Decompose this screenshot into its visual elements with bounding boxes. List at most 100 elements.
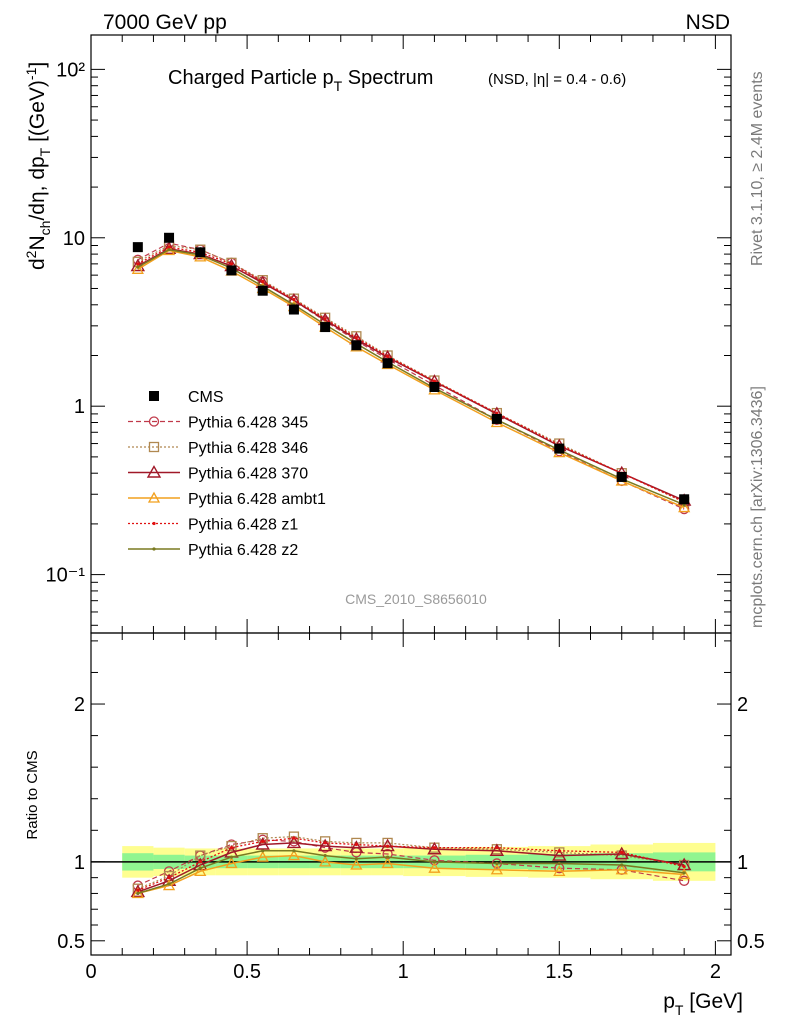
mcplots-label: mcplots.cern.ch [arXiv:1306.3436]: [749, 386, 766, 628]
ratio-point-pythia-6-428-z2: [261, 849, 265, 853]
ratio-point-pythia-6-428-370: [489, 843, 505, 857]
ratio-point-pythia-6-428-370: [349, 840, 364, 853]
ratio-point-pythia-6-428-345: [429, 855, 440, 866]
main-point-cms: [382, 358, 393, 369]
ratio-point-pythia-6-428-ambt1: [225, 857, 238, 869]
ratio-plot-ticks: 0.5 0.51 12 20 0.5 1 1.5 2: [57, 633, 765, 983]
legend-label-pythia-6-428-ambt1: Pythia 6.428 ambt1: [188, 491, 326, 508]
main-line-pythia-6-428-346: [137, 244, 685, 503]
main-line-pythia-6-428-ambt1: [137, 249, 685, 509]
main-y-tick-label: 1: [74, 396, 85, 418]
plot-title-main: Charged Particle p: [168, 67, 334, 89]
main-point-pythia-6-428-z1: [261, 279, 265, 284]
ratio-line-pythia-6-428-346: [137, 835, 685, 890]
ratio-y-axis-label: Ratio to CMS: [24, 750, 41, 839]
analysis-id: CMS_2010_S8656010: [345, 591, 487, 607]
ratio-y-tick-label-left: 1: [74, 852, 85, 874]
ratio-line-pythia-6-428-z2: [137, 850, 685, 895]
plot-title-qualifier: (NSD, |η| = 0.4 - 0.6): [488, 71, 626, 88]
main-point-pythia-6-428-z1: [292, 297, 296, 302]
process-label: NSD: [686, 11, 730, 34]
main-point-cms: [226, 265, 237, 276]
main-point-cms: [132, 242, 143, 253]
rivet-version-label: Rivet 3.1.10, ≥ 2.4M events: [749, 71, 766, 266]
ratio-plot-frame: [90, 632, 732, 956]
ratio-point-pythia-6-428-z1: [620, 850, 624, 855]
ratio-line-pythia-6-428-ambt1: [137, 854, 685, 895]
main-point-pythia-6-428-z1: [495, 411, 499, 415]
main-point-pythia-6-428-z1: [323, 317, 327, 321]
legend-marker-pythia-6-428-345: [148, 416, 160, 427]
ratio-point-pythia-6-428-ambt1: [615, 863, 628, 875]
ratio-point-pythia-6-428-z2: [292, 849, 296, 853]
x-axis-label-unit: [GeV]: [683, 990, 743, 1013]
legend-label-pythia-6-428-346: Pythia 6.428 346: [188, 440, 308, 457]
ratio-plot: 0.5 0.51 12 20 0.5 1 1.5 2 Ratio to CMS: [24, 632, 765, 983]
ratio-point-pythia-6-428-z1: [682, 865, 686, 869]
ratio-point-pythia-6-428-z2: [198, 866, 202, 870]
main-y-axis-label: d2Nch/dη, dpT [(GeV)-1]: [23, 62, 53, 270]
main-point-pythia-6-428-ambt1: [678, 501, 691, 513]
main-point-cms: [351, 340, 362, 351]
legend: CMS Pythia 6.428 345 Pythia 6.428 346 Pythi…: [128, 389, 326, 559]
legend-label-pythia-6-428-370: Pythia 6.428 370: [188, 466, 308, 483]
main-point-pythia-6-428-z1: [167, 245, 171, 249]
main-point-cms: [491, 413, 502, 424]
ratio-point-pythia-6-428-370: [286, 835, 302, 849]
ratio-point-pythia-6-428-ambt1: [381, 857, 394, 869]
ratio-line-pythia-6-428-370: [137, 842, 685, 893]
ratio-point-pythia-6-428-z2: [495, 861, 499, 866]
ratio-point-pythia-6-428-z2: [557, 861, 561, 866]
ratio-point-pythia-6-428-z1: [385, 844, 390, 848]
main-plot-marks: [130, 232, 692, 515]
legend-marker-cms: [149, 391, 159, 401]
main-line-pythia-6-428-z1: [137, 246, 685, 503]
ratio-point-pythia-6-428-z1: [495, 846, 499, 850]
ratio-y-tick-label-right: 1: [737, 852, 748, 874]
x-tick-label: 0: [85, 961, 96, 983]
main-point-pythia-6-428-z1: [354, 336, 358, 340]
legend-label-pythia-6-428-z2: Pythia 6.428 z2: [188, 542, 298, 559]
ratio-point-pythia-6-428-ambt1: [490, 863, 503, 875]
ratio-point-pythia-6-428-z1: [557, 849, 561, 853]
main-point-cms: [164, 232, 175, 243]
main-point-cms: [320, 322, 331, 333]
ratio-point-pythia-6-428-z2: [323, 853, 327, 858]
ratio-point-pythia-6-428-346: [226, 840, 237, 852]
ratio-y-tick-label-right: 2: [737, 694, 748, 716]
main-point-pythia-6-428-z1: [229, 262, 234, 266]
ratio-plot-marks: [91, 831, 731, 899]
ratio-point-pythia-6-428-370: [427, 841, 442, 855]
ratio-point-pythia-6-428-z2: [136, 891, 140, 896]
main-y-tick-label: 10: [63, 228, 85, 250]
main-plot-ticks: 10⁻¹ 1 10 10²: [46, 35, 731, 633]
x-tick-label: 2: [710, 961, 721, 983]
ratio-point-pythia-6-428-z1: [198, 860, 202, 864]
main-point-pythia-6-428-z2: [136, 265, 140, 269]
ratio-point-pythia-6-428-370: [552, 848, 567, 861]
main-point-pythia-6-428-ambt1: [131, 262, 144, 274]
ratio-point-pythia-6-428-370: [317, 838, 333, 852]
legend-marker-pythia-6-428-370: [146, 465, 162, 478]
legend-marker-pythia-6-428-z1: [152, 521, 156, 526]
legend-marker-pythia-6-428-346: [148, 441, 160, 453]
main-point-cms: [616, 471, 627, 482]
main-line-pythia-6-428-z2: [137, 248, 685, 506]
ratio-point-pythia-6-428-z1: [229, 846, 234, 850]
ratio-y-tick-label-left: 0.5: [57, 931, 85, 953]
x-tick-label: 0.5: [233, 961, 261, 983]
ratio-point-pythia-6-428-z2: [682, 871, 686, 875]
ratio-point-pythia-6-428-z1: [432, 846, 437, 850]
beam-label: 7000 GeV pp: [103, 11, 227, 34]
ratio-point-pythia-6-428-z2: [167, 882, 171, 886]
x-tick-label: 1: [398, 961, 409, 983]
ratio-point-pythia-6-428-z2: [432, 860, 437, 864]
x-axis-label: pT [GeV]: [663, 990, 743, 1018]
ratio-point-pythia-6-428-z2: [354, 857, 358, 861]
ratio-point-pythia-6-428-ambt1: [256, 850, 269, 862]
plot-title: Charged Particle pT Spectrum: [168, 67, 433, 94]
main-y-tick-label: 10⁻¹: [46, 565, 86, 587]
main-point-cms: [288, 304, 299, 315]
x-axis-label-main: p: [663, 990, 675, 1013]
ratio-point-pythia-6-428-ambt1: [194, 865, 207, 876]
